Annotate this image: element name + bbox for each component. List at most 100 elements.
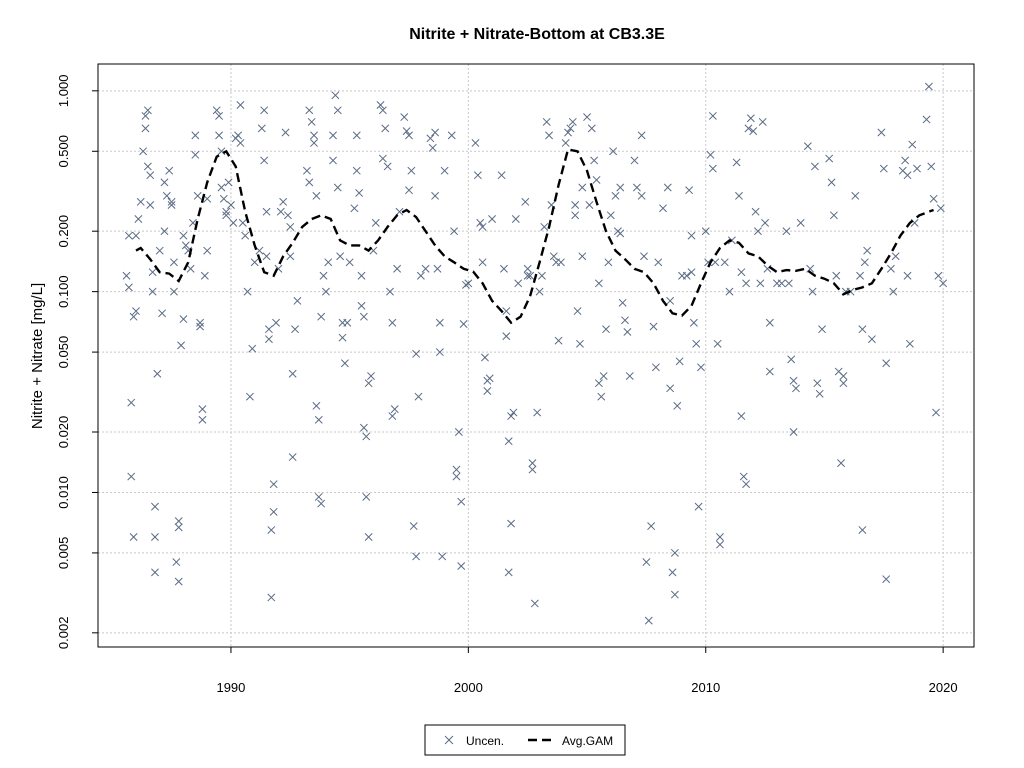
grid xyxy=(98,64,974,647)
data-point xyxy=(224,178,233,187)
data-point xyxy=(590,156,599,165)
data-point xyxy=(364,533,373,541)
data-point xyxy=(609,147,618,156)
data-point xyxy=(564,128,573,137)
data-point xyxy=(310,139,318,147)
data-point xyxy=(542,117,551,126)
data-point xyxy=(765,367,774,376)
data-point xyxy=(127,472,136,481)
data-point xyxy=(504,437,513,446)
data-point xyxy=(400,113,409,122)
legend-uncen-label: Uncen. xyxy=(466,734,504,748)
data-point xyxy=(260,106,269,115)
data-point xyxy=(200,271,209,280)
data-point xyxy=(405,131,413,140)
data-point xyxy=(632,183,641,192)
data-point xyxy=(146,201,155,209)
data-point xyxy=(651,363,660,372)
data-point xyxy=(611,191,620,200)
data-point xyxy=(122,271,131,280)
data-point xyxy=(333,106,342,115)
data-point xyxy=(143,106,152,115)
data-point xyxy=(744,124,753,133)
data-point xyxy=(312,401,321,410)
data-point xyxy=(241,231,250,240)
legend-box xyxy=(424,724,626,756)
data-point xyxy=(148,268,157,277)
data-point xyxy=(533,408,542,417)
data-point xyxy=(903,171,912,180)
data-point xyxy=(302,166,311,175)
data-point xyxy=(789,376,798,385)
data-point xyxy=(378,106,387,115)
data-point xyxy=(174,517,183,526)
plot-frame xyxy=(97,63,975,648)
data-point xyxy=(637,131,646,140)
data-point xyxy=(262,207,271,216)
y-tick-label: 0.005 xyxy=(56,537,71,570)
data-point xyxy=(507,412,516,421)
data-point xyxy=(193,191,202,200)
data-point xyxy=(267,526,276,534)
data-point xyxy=(433,264,442,273)
data-point xyxy=(568,117,577,126)
data-point xyxy=(198,415,207,424)
data-point xyxy=(860,258,869,267)
data-point xyxy=(248,344,257,353)
data-point xyxy=(390,405,399,414)
data-point xyxy=(689,318,698,327)
data-point xyxy=(435,348,444,357)
data-point xyxy=(666,296,675,305)
data-point xyxy=(336,252,345,261)
y-tick-label: 0.050 xyxy=(56,336,71,369)
data-point xyxy=(514,279,523,288)
uncen-points xyxy=(122,82,948,625)
y-axis-label: Nitrite + Nitrate [mg/L] xyxy=(29,283,46,429)
data-point xyxy=(523,271,532,280)
data-point xyxy=(136,197,145,206)
data-point xyxy=(203,246,212,255)
data-point xyxy=(428,143,437,152)
data-point xyxy=(281,128,290,137)
data-point xyxy=(359,423,368,432)
data-point xyxy=(435,318,444,327)
data-point xyxy=(851,191,860,200)
data-point xyxy=(675,357,684,366)
data-point xyxy=(924,82,933,91)
data-point xyxy=(478,258,487,267)
data-point xyxy=(742,279,751,288)
data-point xyxy=(250,258,259,267)
x-axis: 1990 2000 2010 2020 xyxy=(216,647,958,695)
data-point xyxy=(143,162,152,171)
data-point xyxy=(602,325,610,334)
data-point xyxy=(649,322,658,331)
data-point xyxy=(186,264,195,273)
data-point xyxy=(476,218,485,227)
data-point xyxy=(222,211,231,220)
data-point xyxy=(706,150,715,159)
data-point xyxy=(312,191,321,200)
data-point xyxy=(331,91,340,100)
data-point xyxy=(751,207,760,216)
data-point xyxy=(623,327,632,336)
y-axis: 0.002 0.005 0.010 0.020 0.050 0.100 0.200 0.500… xyxy=(56,75,98,649)
data-point xyxy=(236,101,245,109)
y-tick-label: 0.010 xyxy=(56,476,71,509)
data-point xyxy=(571,201,580,209)
data-point xyxy=(666,384,675,393)
data-point xyxy=(481,353,489,362)
data-point xyxy=(181,241,190,250)
data-point xyxy=(637,191,646,200)
data-point xyxy=(929,194,938,203)
data-point xyxy=(858,325,867,334)
data-point xyxy=(488,215,497,223)
data-point xyxy=(283,211,292,220)
x-tick-label: 2000 xyxy=(454,680,483,695)
data-point xyxy=(438,552,447,561)
data-point xyxy=(545,131,554,140)
data-point xyxy=(837,459,846,468)
data-point xyxy=(388,318,397,327)
data-point xyxy=(412,349,421,358)
data-point xyxy=(583,113,591,122)
